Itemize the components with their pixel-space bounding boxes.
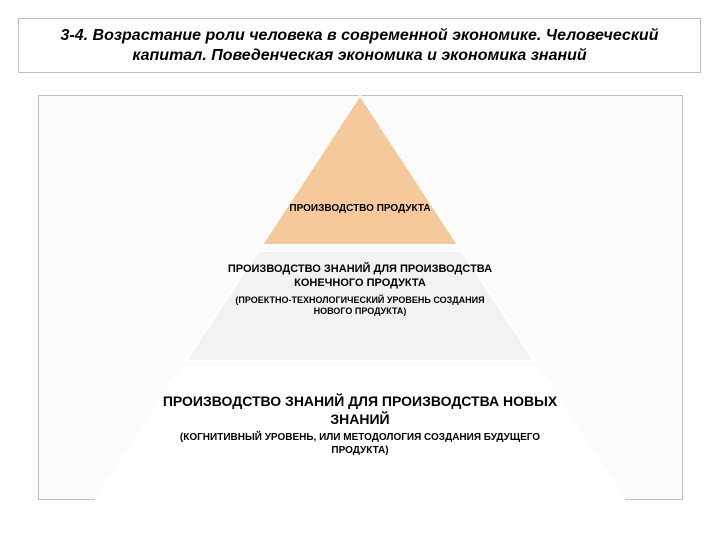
pyramid-diagram: ПРОИЗВОДСТВО ПРОДУКТА ПРОИЗВОДСТВО ЗНАНИ… — [95, 95, 625, 500]
pyramid-level-top — [262, 95, 458, 245]
level-middle-main: ПРОИЗВОДСТВО ЗНАНИЙ ДЛЯ ПРОИЗВОДСТВА КОН… — [210, 263, 510, 291]
level-bottom-sub: (КОГНИТИВНЫЙ УРОВЕНЬ, ИЛИ МЕТОДОЛОГИЯ СО… — [170, 432, 550, 457]
slide: 3-4. Возрастание роли человека в совреме… — [0, 0, 720, 540]
pyramid-level-middle-labels: ПРОИЗВОДСТВО ЗНАНИЙ ДЛЯ ПРОИЗВОДСТВА КОН… — [95, 263, 625, 317]
level-top-main: ПРОИЗВОДСТВО ПРОДУКТА — [280, 203, 440, 216]
slide-title-box: 3-4. Возрастание роли человека в совреме… — [18, 18, 701, 73]
pyramid-level-top-labels: ПРОИЗВОДСТВО ПРОДУКТА — [95, 203, 625, 216]
level-bottom-main: ПРОИЗВОДСТВО ЗНАНИЙ ДЛЯ ПРОИЗВОДСТВА НОВ… — [150, 393, 570, 428]
slide-title: 3-4. Возрастание роли человека в совреме… — [29, 26, 690, 66]
pyramid-level-bottom-labels: ПРОИЗВОДСТВО ЗНАНИЙ ДЛЯ ПРОИЗВОДСТВА НОВ… — [95, 393, 625, 457]
level-middle-sub: (ПРОЕКТНО-ТЕХНОЛОГИЧЕСКИЙ УРОВЕНЬ СОЗДАН… — [230, 295, 490, 318]
